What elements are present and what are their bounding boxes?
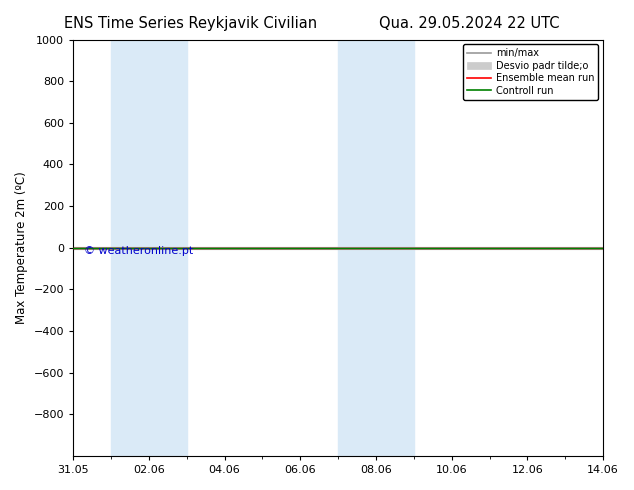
Legend: min/max, Desvio padr tilde;o, Ensemble mean run, Controll run: min/max, Desvio padr tilde;o, Ensemble m… [463, 45, 598, 99]
Text: ENS Time Series Reykjavik Civilian: ENS Time Series Reykjavik Civilian [63, 16, 317, 31]
Bar [111, 40, 186, 456]
Bar [338, 40, 414, 456]
Text: © weatheronline.pt: © weatheronline.pt [84, 245, 193, 256]
Y-axis label: Max Temperature 2m (ºC): Max Temperature 2m (ºC) [15, 172, 28, 324]
Text: Qua. 29.05.2024 22 UTC: Qua. 29.05.2024 22 UTC [379, 16, 559, 31]
